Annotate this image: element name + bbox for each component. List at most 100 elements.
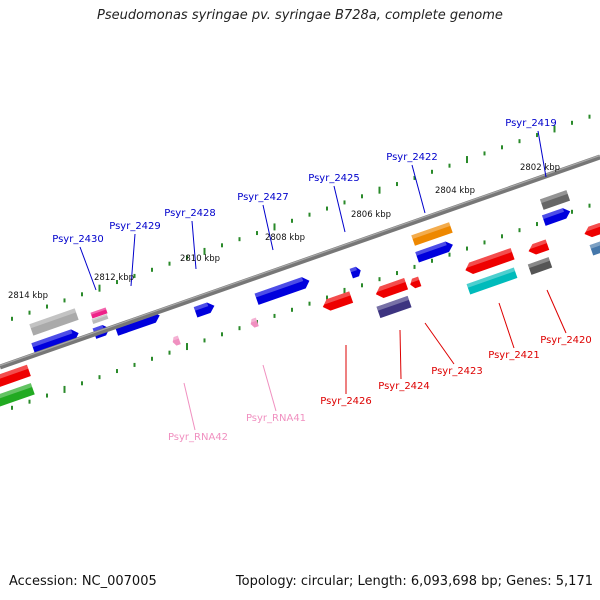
gene-features	[0, 190, 600, 409]
rna-psyr-rna42-leader	[183, 382, 196, 431]
gene-psyr-2424-leader	[399, 329, 402, 380]
gene-psyr-2425-label: Psyr_2425	[308, 173, 360, 184]
gene-psyr-2428-label: Psyr_2428	[164, 208, 216, 219]
feature-psyr2424-purple	[376, 295, 412, 319]
feature-psyr2422-shine	[415, 241, 447, 256]
feature-psyr2428-body	[193, 302, 215, 318]
feature-psyr2420-shine	[527, 257, 550, 269]
feature-psyr2421-cyan-shine	[466, 267, 516, 288]
feature-psyr2430-pink-shine	[90, 307, 107, 315]
feature-steel-edge-shine	[589, 240, 600, 249]
scale-label: 2802 kbp	[520, 163, 560, 173]
feature-psyr2430-pink-body	[90, 307, 108, 319]
feature-rna42-body	[172, 335, 181, 346]
gene-psyr-2427-label: Psyr_2427	[237, 192, 289, 203]
feature-psyr2420	[527, 257, 553, 275]
feature-psyr2426-body	[322, 291, 354, 311]
feature-psyr2420-body	[527, 257, 553, 275]
feature-psyr2427-body	[254, 277, 310, 305]
feature-blue-left-shine	[31, 329, 73, 348]
feature-psyr2421-cyan	[466, 267, 518, 295]
backbone-highlight	[0, 154, 600, 367]
feature-red-far-left-shine	[0, 364, 29, 382]
feature-psyr2421	[463, 248, 515, 274]
feature-red-edge	[582, 222, 600, 238]
topology-text: Topology: circular; Length: 6,093,698 bp…	[235, 574, 593, 589]
gene-psyr-2428-leader	[191, 220, 197, 270]
gene-psyr-2430-label: Psyr_2430	[52, 234, 104, 245]
feature-psyr2424-shine	[373, 278, 406, 293]
feature-psyr2423-body	[410, 276, 422, 289]
rna-psyr-rna42-label: Psyr_RNA42	[168, 432, 228, 443]
gene-psyr-2420-leader	[546, 289, 567, 334]
feature-red-right-body	[528, 239, 550, 255]
gene-labels: Psyr_2419 Psyr_2422 Psyr_2425 Psyr_2427 Psyr…	[52, 118, 592, 443]
feature-psyr2430-shine	[92, 325, 104, 333]
feature-psyr2430-gray-body	[91, 313, 109, 325]
feature-psyr2425	[349, 266, 361, 279]
feature-psyr2422	[415, 241, 453, 263]
feature-psyr2422-body	[415, 241, 453, 263]
feature-red-edge-body	[584, 222, 600, 238]
feature-psyr2424-body	[375, 278, 409, 298]
feature-rna42	[171, 335, 181, 346]
feature-psyr2424-purple-body	[376, 295, 412, 319]
feature-psyr2430-gray	[91, 313, 109, 325]
accession-text: Accession: NC_007005	[9, 574, 157, 589]
page-title: Pseudomonas syringae pv. syringae B728a,…	[97, 8, 503, 23]
feature-psyr2423	[408, 276, 422, 289]
feature-gray-left-shine	[29, 308, 77, 329]
feature-gray-left	[29, 308, 79, 336]
feature-blue-left	[31, 329, 79, 355]
scale-label: 2810 kbp	[180, 254, 220, 264]
feature-psyr2424	[373, 278, 409, 298]
feature-psyr2429-body	[114, 312, 160, 336]
feature-psyr2419-shine	[541, 208, 565, 220]
gene-psyr-2420-label: Psyr_2420	[540, 335, 592, 346]
feature-psyr2422-orange-shine	[411, 222, 451, 240]
feature-red-right	[526, 239, 550, 255]
feature-psyr2419-body	[541, 208, 571, 226]
feature-green-far-left-body	[0, 383, 35, 409]
gene-psyr-2426-label: Psyr_2426	[320, 396, 372, 407]
feature-rna41-body	[250, 317, 259, 328]
feature-psyr2421-shine	[463, 248, 513, 269]
feature-psyr2419-gray-shine	[539, 190, 568, 204]
feature-steel-edge	[589, 240, 600, 256]
feature-psyr2423-shine	[408, 276, 420, 284]
gene-psyr-2425-leader	[333, 185, 346, 233]
gene-psyr-2419-label: Psyr_2419	[505, 118, 557, 129]
gene-psyr-2422-label: Psyr_2422	[386, 152, 438, 163]
feature-psyr2427	[254, 277, 310, 305]
feature-psyr2430-gray-shine	[91, 313, 108, 321]
feature-red-right-shine	[526, 239, 547, 250]
tick-marks	[11, 114, 591, 410]
feature-rna41	[249, 317, 259, 328]
scale-label: 2814 kbp	[8, 291, 48, 301]
feature-green-far-left	[0, 383, 35, 409]
feature-psyr2424-purple-shine	[376, 295, 409, 311]
gene-psyr-2423-label: Psyr_2423	[431, 366, 483, 377]
feature-psyr2425-shine	[349, 266, 357, 273]
scale-label: 2804 kbp	[435, 186, 475, 196]
feature-rna42-shine	[171, 335, 179, 341]
feature-red-far-left	[0, 364, 31, 388]
gene-psyr-2430-leader	[79, 246, 97, 291]
feature-rna41-shine	[249, 317, 257, 323]
backbone-line	[0, 154, 600, 370]
gene-psyr-2419-leader	[537, 130, 547, 178]
scale-label: 2808 kbp	[265, 233, 305, 243]
feature-psyr2422-orange-body	[411, 222, 453, 246]
scale-labels: 2802 kbp 2804 kbp 2806 kbp 2808 kbp 2810 kbp…	[8, 163, 560, 301]
gene-psyr-2429-leader	[130, 233, 136, 287]
feature-steel-edge-body	[589, 240, 600, 256]
gene-psyr-2427-leader	[262, 204, 274, 251]
label-leaders	[79, 130, 567, 431]
gene-psyr-2424-label: Psyr_2424	[378, 381, 430, 392]
gene-psyr-2429-label: Psyr_2429	[109, 221, 161, 232]
scale-label: 2806 kbp	[351, 210, 391, 220]
feature-red-edge-shine	[582, 222, 600, 233]
feature-psyr2425-body	[349, 266, 361, 279]
feature-psyr2428-shine	[193, 302, 209, 311]
